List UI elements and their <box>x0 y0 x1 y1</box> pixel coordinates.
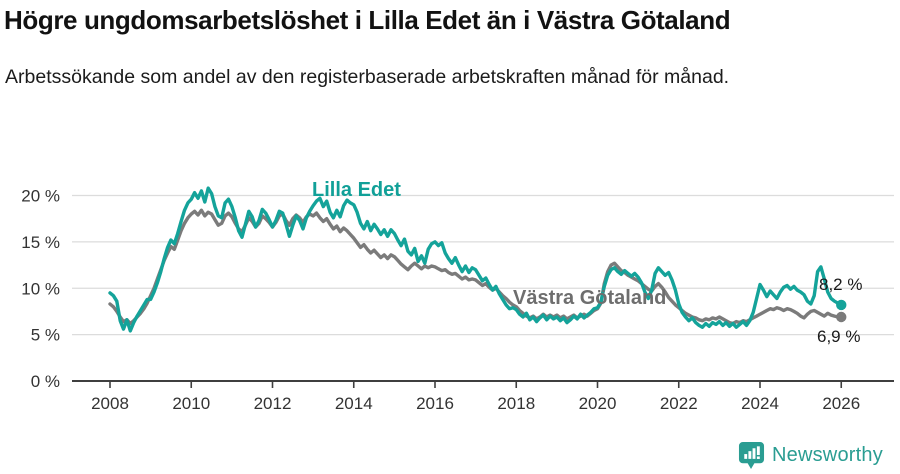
y-tick-label: 10 % <box>21 279 60 298</box>
newsworthy-logo: Newsworthy <box>738 441 883 470</box>
y-tick-label: 15 % <box>21 233 60 252</box>
series-end-dot-lilla-edet <box>836 299 847 311</box>
x-tick-label: 2008 <box>91 394 129 413</box>
brand-name: Newsworthy <box>772 444 883 466</box>
series-label-lilla-edet: Lilla Edet <box>312 179 401 201</box>
series-line-vastra-gotaland <box>108 208 843 326</box>
series-end-dot-vastra-gotaland <box>836 311 847 323</box>
x-tick-label: 2014 <box>335 394 373 413</box>
series-label-vastra-gotaland: Västra Götaland <box>513 287 667 309</box>
x-tick-label: 2016 <box>416 394 454 413</box>
page-title: Högre ungdomsarbetslöshet i Lilla Edet ä… <box>4 5 731 35</box>
x-tick-label: 2020 <box>579 394 617 413</box>
x-tick-label: 2018 <box>497 394 535 413</box>
end-value-label-lilla-edet: 8,2 % <box>819 275 863 294</box>
y-tick-label: 5 % <box>31 326 60 345</box>
chart-subtitle: Arbetssökande som andel av den registerb… <box>5 66 730 88</box>
bar-chart-speech-pin-icon <box>738 442 765 469</box>
x-tick-label: 2010 <box>172 394 210 413</box>
series-line-lilla-edet <box>108 186 843 333</box>
x-tick-label: 2024 <box>741 394 779 413</box>
x-tick-label: 2026 <box>822 394 860 413</box>
y-tick-label: 20 % <box>21 187 60 206</box>
x-tick-label: 2012 <box>254 394 292 413</box>
x-tick-label: 2022 <box>660 394 698 413</box>
y-tick-label: 0 % <box>31 372 60 391</box>
end-value-label-vastra-gotaland: 6,9 % <box>817 327 861 346</box>
